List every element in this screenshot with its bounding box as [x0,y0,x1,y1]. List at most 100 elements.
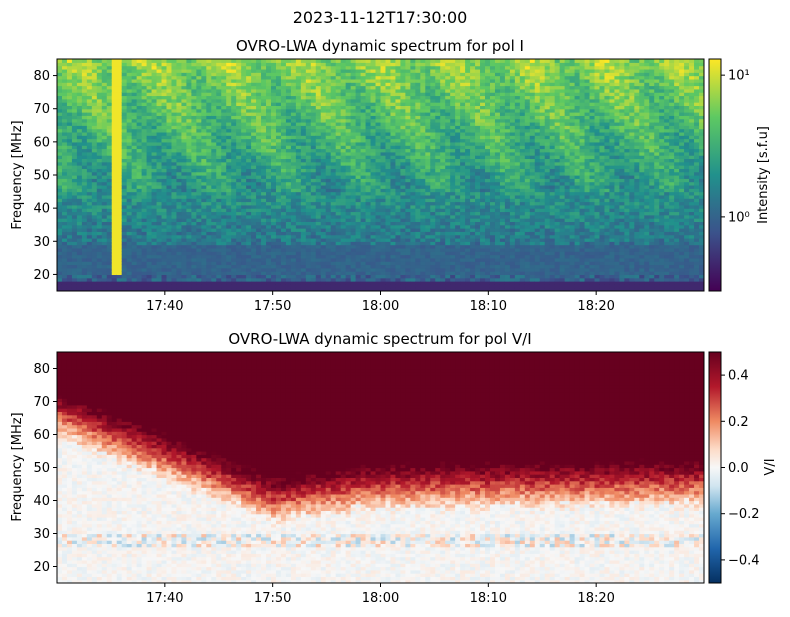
heatmap-cell [290,98,297,103]
heatmap-cell [236,151,242,156]
heatmap-cell [61,102,68,106]
heatmap-cell [121,204,128,209]
heatmap-cell [330,68,337,73]
heatmap-cell [315,92,322,97]
heatmap-cell [111,244,118,249]
heatmap-cell [196,247,202,252]
heatmap-cell [181,218,187,222]
heatmap-cell [146,231,153,236]
heatmap-cell [121,125,128,130]
heatmap-cell [166,135,173,140]
heatmap-cell [116,267,123,272]
heatmap-cell [226,201,232,206]
heatmap-cell [196,161,202,166]
heatmap-cell [131,148,138,153]
heatmap-cell [71,148,78,153]
heatmap-cell [300,108,307,113]
heatmap-cell [251,211,257,216]
heatmap-cell [221,204,227,209]
heatmap-cell [191,82,197,87]
heatmap-cell [256,82,262,87]
heatmap-cell [116,121,123,126]
heatmap-cell [91,274,98,279]
heatmap-cell [116,115,123,120]
heatmap-cell [111,121,118,126]
heatmap-cell [325,145,332,150]
heatmap-cell [216,277,222,282]
heatmap-cell [201,168,207,173]
heatmap-cell [111,165,118,169]
heatmap-cell [57,105,63,110]
heatmap-cell [196,261,202,266]
heatmap-cell [280,112,287,116]
heatmap-cell [226,158,232,163]
heatmap-cell [146,224,153,229]
heatmap-cell [101,204,108,209]
heatmap-cell [121,59,128,63]
heatmap-cell [271,95,277,100]
heatmap-pol-i [57,59,704,291]
heatmap-cell [156,115,163,120]
heatmap-cell [310,158,317,163]
heatmap-cell [111,158,118,163]
heatmap-cell [161,214,168,219]
heatmap-cell [246,244,252,249]
heatmap-cell [156,108,163,113]
heatmap-cell [131,221,138,226]
heatmap-cell [216,105,222,110]
heatmap-cell [126,78,133,83]
heatmap-cell [266,138,272,143]
heatmap-cell [131,175,138,179]
heatmap-cell [241,194,247,199]
heatmap-cell [330,244,337,249]
heatmap-cell [96,277,103,282]
heatmap-cell [290,65,297,70]
heatmap-cell [101,82,108,87]
heatmap-cell [305,191,312,196]
heatmap-cell [325,204,332,209]
heatmap-cell [261,287,267,291]
heatmap-cell [186,102,192,106]
heatmap-cell [126,171,133,176]
heatmap-cell [266,62,272,67]
heatmap-cell [121,244,128,249]
heatmap-cell [246,267,252,272]
heatmap-cell [246,62,252,67]
heatmap-cell [131,231,138,236]
heatmap-cell [216,82,222,87]
heatmap-cell [241,78,247,83]
heatmap-cell [141,168,148,173]
heatmap-cell [161,138,168,143]
heatmap-cell [251,228,257,232]
heatmap-cell [76,231,83,236]
heatmap-cell [236,62,242,67]
heatmap-cell [221,181,227,186]
heatmap-cell [171,208,178,213]
heatmap-cell [261,244,267,249]
heatmap-cell [231,155,237,160]
heatmap-cell [126,244,133,249]
heatmap-cell [350,59,357,63]
heatmap-cell [236,211,242,216]
heatmap-cell [96,208,103,213]
heatmap-cell [241,184,247,189]
heatmap-cell [295,251,302,256]
heatmap-cell [186,115,192,120]
heatmap-cell [256,267,262,272]
heatmap-cell [106,128,113,133]
heatmap-cell [261,158,267,163]
heatmap-cell [166,271,173,276]
heatmap-cell [106,264,113,269]
heatmap-cell [111,175,118,179]
heatmap-cell [280,138,287,143]
heatmap-cell [121,274,128,279]
heatmap-cell [61,59,68,63]
heatmap-cell [295,214,302,219]
heatmap-cell [141,188,148,193]
heatmap-cell [256,125,262,130]
heatmap-cell [161,168,168,173]
heatmap-cell [330,175,337,179]
heatmap-cell [266,221,272,226]
heatmap-cell [221,244,227,249]
heatmap-cell [146,145,153,150]
